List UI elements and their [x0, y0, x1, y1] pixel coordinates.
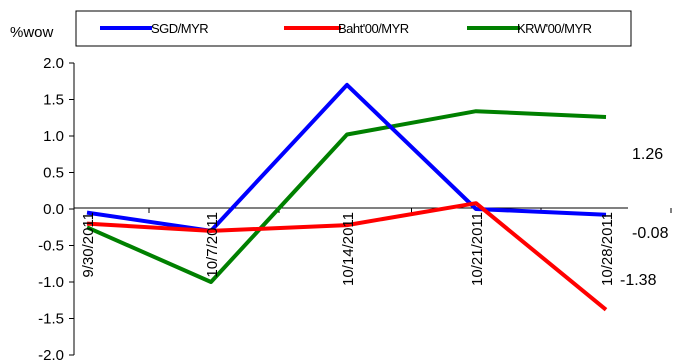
y-tick-label: -2.0: [38, 347, 64, 360]
legend-label-sgd: SGD/MYR: [151, 21, 208, 36]
series-lines: [86, 82, 608, 312]
y-tick-label: 1.0: [43, 128, 64, 145]
legend-label-baht: Baht'00/MYR: [338, 21, 409, 36]
x-category-label: 10/7/2011: [204, 212, 221, 278]
end-label-sgd: -0.08: [632, 225, 669, 242]
y-tick-label: -1.5: [38, 311, 64, 328]
end-label-krw: 1.26: [632, 146, 663, 163]
y-tick-label: -0.5: [38, 238, 64, 255]
x-category-label: 9/30/2011: [80, 212, 97, 278]
x-category-label: 10/21/2011: [469, 212, 486, 286]
y-tick-label: 0.5: [43, 165, 64, 182]
legend: SGD/MYR Baht'00/MYR KRW'00/MYR: [75, 10, 632, 47]
series-line-krwmyr: [86, 109, 607, 284]
y-axis-label: %wow: [10, 24, 54, 41]
x-category-label: 10/28/2011: [599, 212, 616, 286]
series-line-sgdmyr: [86, 82, 607, 233]
legend-label-krw: KRW'00/MYR: [517, 21, 592, 36]
end-label-baht: -1.38: [620, 272, 657, 289]
legend-box: [75, 10, 632, 47]
y-tick-label: 0.0: [43, 201, 64, 218]
y-tick-label: 2.0: [43, 55, 64, 72]
series-line-bahtmyr: [86, 201, 608, 312]
y-tick-label: -1.0: [38, 274, 64, 291]
x-category-label: 10/14/2011: [340, 212, 357, 286]
category-labels: 9/30/2011 10/7/2011 10/14/2011 10/21/2011 10…: [80, 212, 616, 286]
y-tick-label: 1.5: [43, 92, 64, 109]
y-ticks: 2.0 1.5 1.0 0.5 0.0 -0.5 -1.0 -1.5 -2.0: [38, 55, 74, 360]
